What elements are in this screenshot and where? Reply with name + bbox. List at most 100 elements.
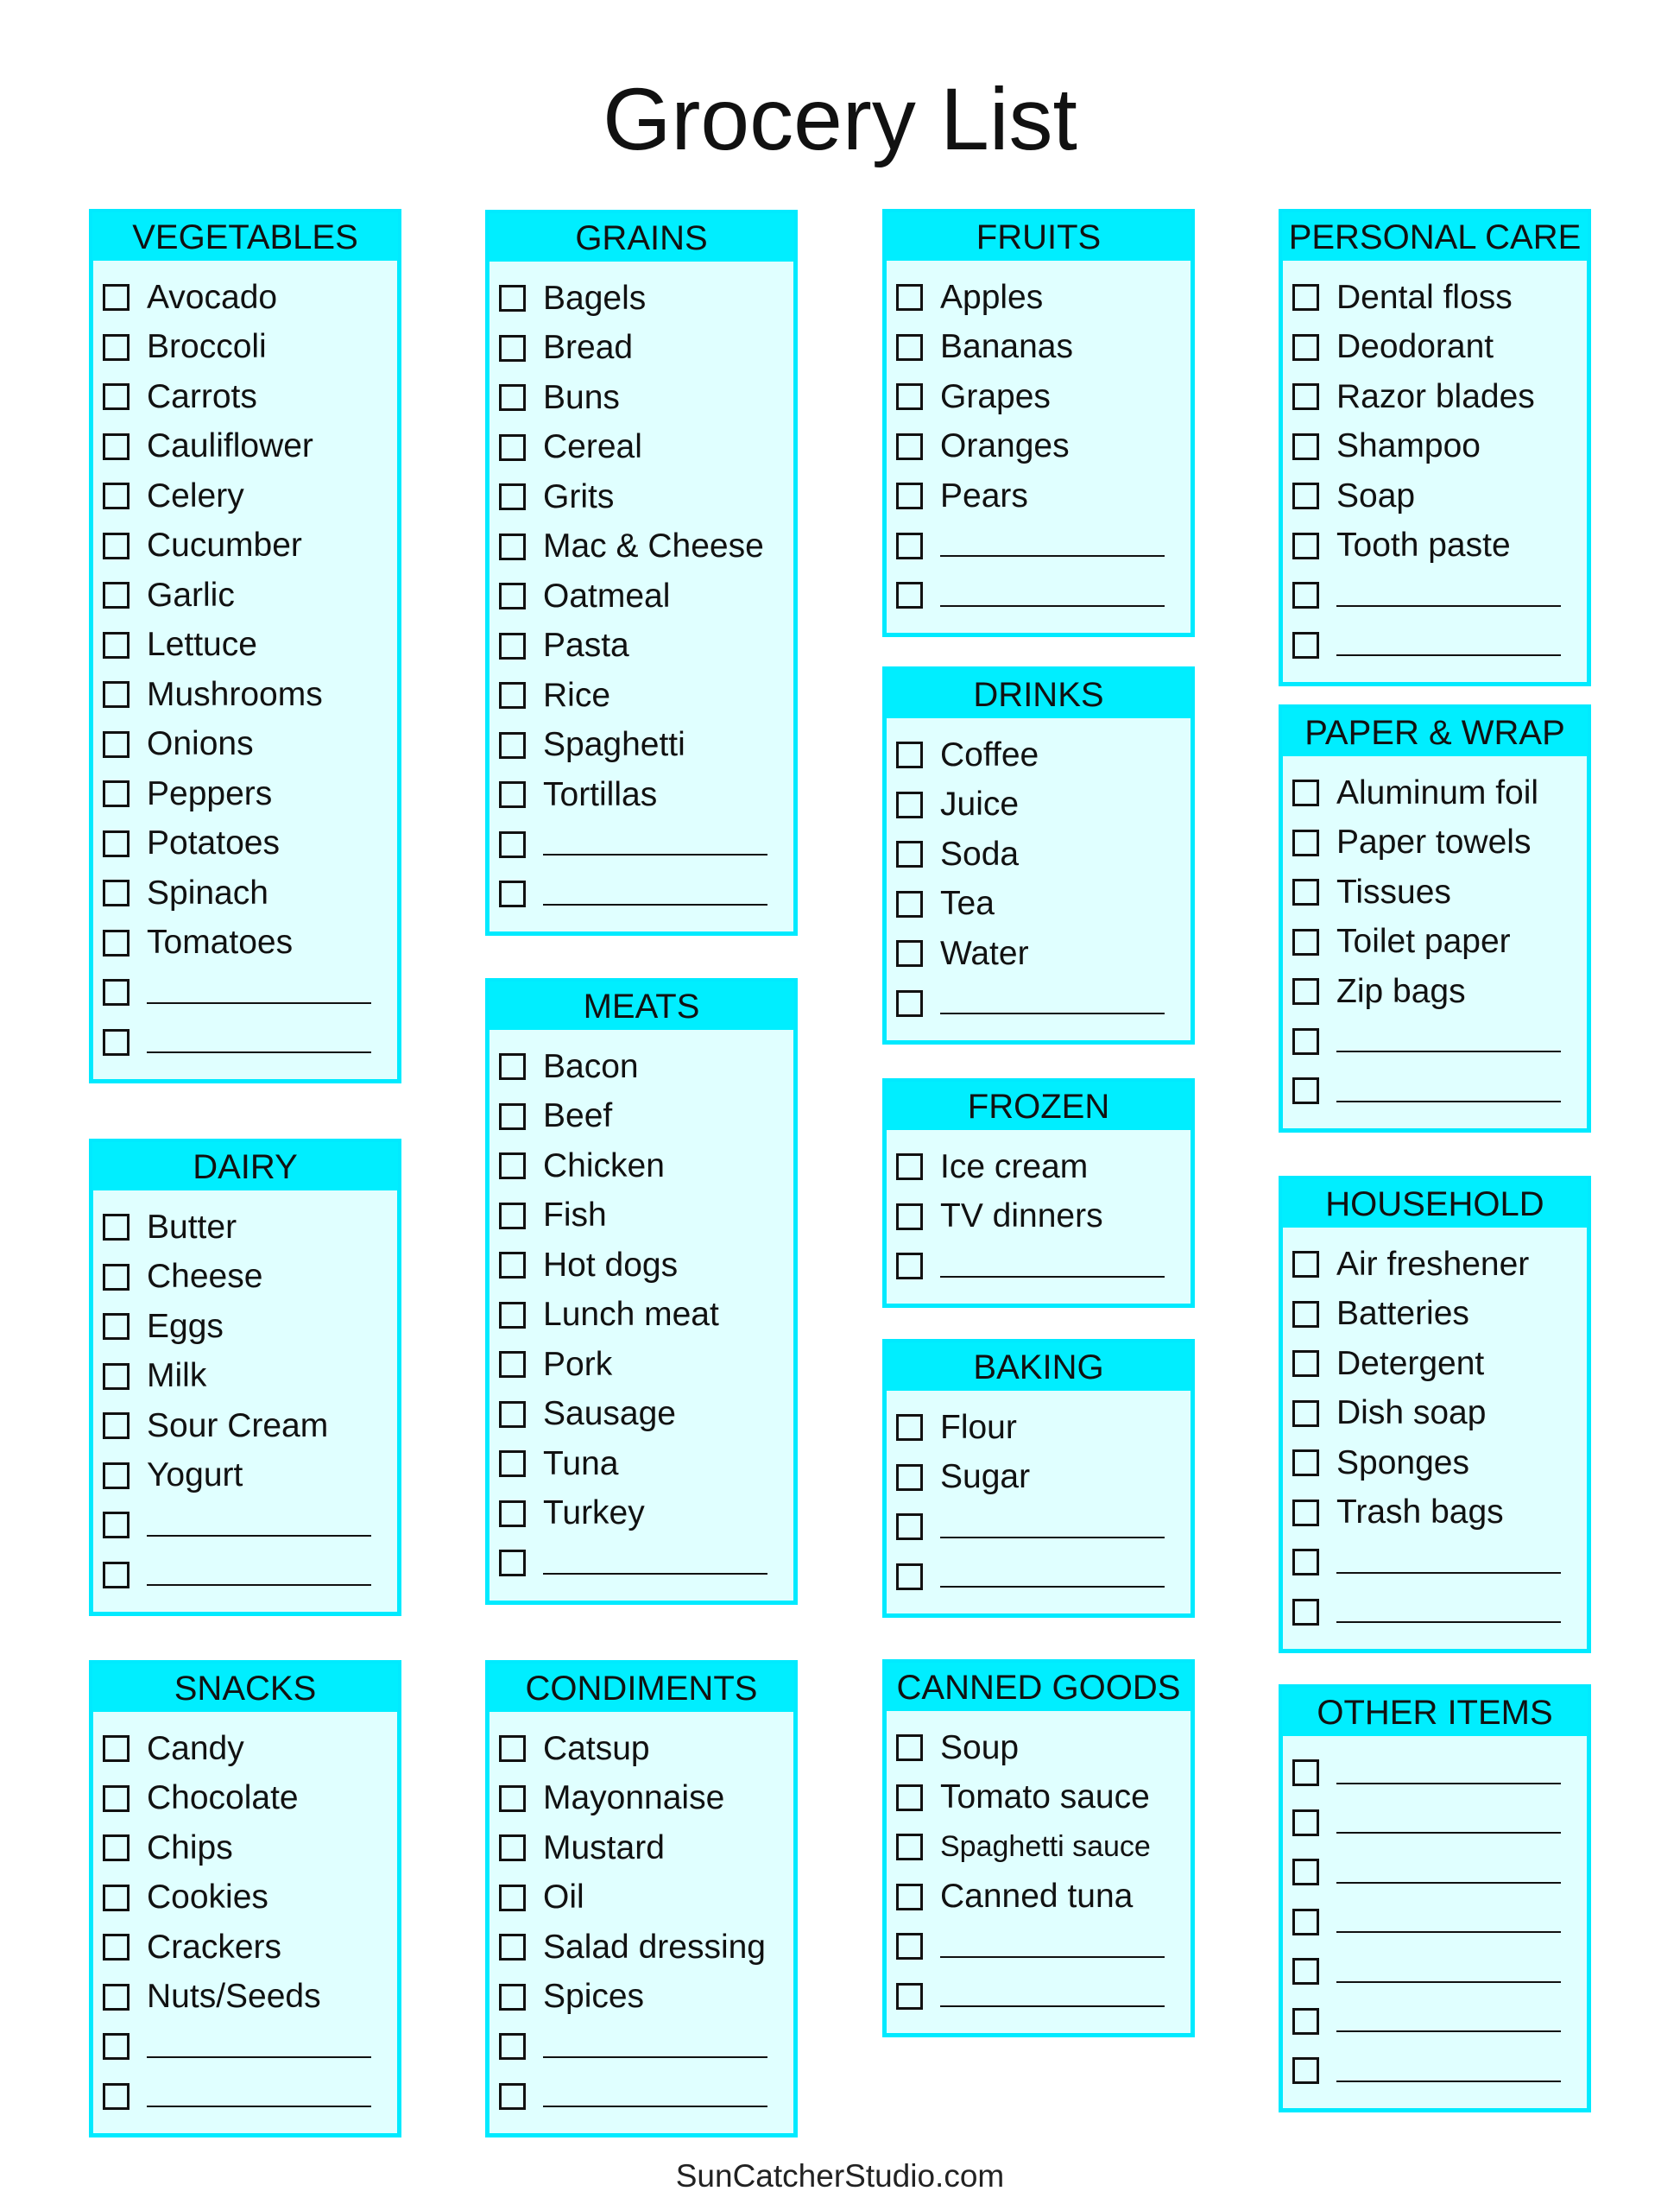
list-item[interactable]: Dental floss: [1283, 273, 1587, 323]
checkbox[interactable]: [896, 791, 923, 818]
checkbox[interactable]: [1292, 631, 1319, 659]
checkbox[interactable]: [1292, 1499, 1319, 1526]
checkbox[interactable]: [1292, 1958, 1319, 1986]
list-item[interactable]: Apples: [887, 273, 1191, 323]
blank-item[interactable]: [1283, 1997, 1587, 2047]
list-item[interactable]: Water: [887, 929, 1191, 979]
blank-item[interactable]: [887, 571, 1191, 621]
checkbox[interactable]: [103, 1412, 129, 1440]
list-item[interactable]: Crackers: [93, 1923, 397, 1973]
list-item[interactable]: Peppers: [93, 769, 397, 819]
checkbox[interactable]: [103, 1934, 129, 1961]
checkbox[interactable]: [1292, 2007, 1319, 2035]
blank-item[interactable]: [887, 979, 1191, 1029]
write-in-line[interactable]: [543, 878, 767, 906]
list-item[interactable]: Garlic: [93, 571, 397, 621]
list-item[interactable]: Bananas: [887, 323, 1191, 373]
write-in-line[interactable]: [543, 1547, 767, 1575]
blank-item[interactable]: [1283, 1748, 1587, 1798]
write-in-line[interactable]: [147, 2080, 371, 2108]
checkbox[interactable]: [103, 1512, 129, 1539]
checkbox[interactable]: [896, 1153, 923, 1181]
list-item[interactable]: Salad dressing: [489, 1923, 793, 1973]
list-item[interactable]: Celery: [93, 471, 397, 521]
checkbox[interactable]: [1292, 1809, 1319, 1836]
list-item[interactable]: Air freshener: [1283, 1240, 1587, 1290]
list-item[interactable]: Avocado: [93, 273, 397, 323]
checkbox[interactable]: [499, 1202, 526, 1229]
checkbox[interactable]: [1292, 1549, 1319, 1576]
checkbox[interactable]: [499, 1884, 526, 1911]
checkbox[interactable]: [499, 1102, 526, 1130]
checkbox[interactable]: [896, 1982, 923, 2010]
blank-item[interactable]: [93, 2022, 397, 2072]
blank-item[interactable]: [1283, 1017, 1587, 1067]
list-item[interactable]: Razor blades: [1283, 372, 1587, 422]
write-in-line[interactable]: [940, 579, 1165, 607]
blank-item[interactable]: [93, 2072, 397, 2122]
write-in-line[interactable]: [147, 976, 371, 1004]
checkbox[interactable]: [103, 880, 129, 907]
list-item[interactable]: Cucumber: [93, 521, 397, 571]
list-item[interactable]: Tomato sauce: [887, 1773, 1191, 1823]
checkbox[interactable]: [1292, 483, 1319, 510]
checkbox[interactable]: [1292, 1251, 1319, 1279]
checkbox[interactable]: [1292, 1399, 1319, 1427]
checkbox[interactable]: [103, 582, 129, 609]
list-item[interactable]: Toilet paper: [1283, 918, 1587, 968]
checkbox[interactable]: [103, 2033, 129, 2061]
checkbox[interactable]: [499, 2033, 526, 2061]
list-item[interactable]: Chocolate: [93, 1774, 397, 1824]
list-item[interactable]: Zip bags: [1283, 967, 1587, 1017]
list-item[interactable]: Mustard: [489, 1823, 793, 1873]
checkbox[interactable]: [896, 1414, 923, 1442]
write-in-line[interactable]: [940, 1930, 1165, 1958]
checkbox[interactable]: [1292, 1908, 1319, 1935]
checkbox[interactable]: [103, 483, 129, 510]
list-item[interactable]: Soup: [887, 1723, 1191, 1773]
list-item[interactable]: Lettuce: [93, 621, 397, 671]
checkbox[interactable]: [896, 890, 923, 918]
checkbox[interactable]: [103, 1735, 129, 1763]
write-in-line[interactable]: [940, 1250, 1165, 1278]
list-item[interactable]: Tooth paste: [1283, 521, 1587, 571]
blank-item[interactable]: [1283, 2046, 1587, 2096]
write-in-line[interactable]: [940, 1511, 1165, 1538]
checkbox[interactable]: [499, 1834, 526, 1862]
list-item[interactable]: Catsup: [489, 1724, 793, 1774]
list-item[interactable]: Spices: [489, 1973, 793, 2023]
checkbox[interactable]: [1292, 1350, 1319, 1378]
checkbox[interactable]: [896, 333, 923, 361]
blank-item[interactable]: [887, 1552, 1191, 1602]
list-item[interactable]: Bacon: [489, 1042, 793, 1092]
checkbox[interactable]: [499, 830, 526, 858]
checkbox[interactable]: [499, 1784, 526, 1812]
write-in-line[interactable]: [147, 1026, 371, 1054]
list-item[interactable]: Batteries: [1283, 1290, 1587, 1340]
checkbox[interactable]: [1292, 2057, 1319, 2085]
list-item[interactable]: Spaghetti sauce: [887, 1822, 1191, 1872]
list-item[interactable]: Potatoes: [93, 819, 397, 869]
list-item[interactable]: Carrots: [93, 372, 397, 422]
checkbox[interactable]: [499, 1301, 526, 1329]
checkbox[interactable]: [499, 731, 526, 759]
blank-item[interactable]: [1283, 1538, 1587, 1588]
list-item[interactable]: Soda: [887, 830, 1191, 880]
checkbox[interactable]: [499, 881, 526, 908]
checkbox[interactable]: [103, 1462, 129, 1489]
checkbox[interactable]: [499, 781, 526, 809]
checkbox[interactable]: [896, 582, 923, 609]
checkbox[interactable]: [499, 1450, 526, 1478]
list-item[interactable]: Tortillas: [489, 770, 793, 820]
list-item[interactable]: Cereal: [489, 423, 793, 473]
checkbox[interactable]: [103, 1028, 129, 1056]
checkbox[interactable]: [1292, 928, 1319, 956]
checkbox[interactable]: [896, 989, 923, 1017]
list-item[interactable]: Broccoli: [93, 323, 397, 373]
write-in-line[interactable]: [1336, 579, 1561, 607]
checkbox[interactable]: [103, 1983, 129, 2011]
list-item[interactable]: Milk: [93, 1352, 397, 1402]
blank-item[interactable]: [1283, 1847, 1587, 1897]
list-item[interactable]: Buns: [489, 373, 793, 423]
checkbox[interactable]: [499, 583, 526, 610]
